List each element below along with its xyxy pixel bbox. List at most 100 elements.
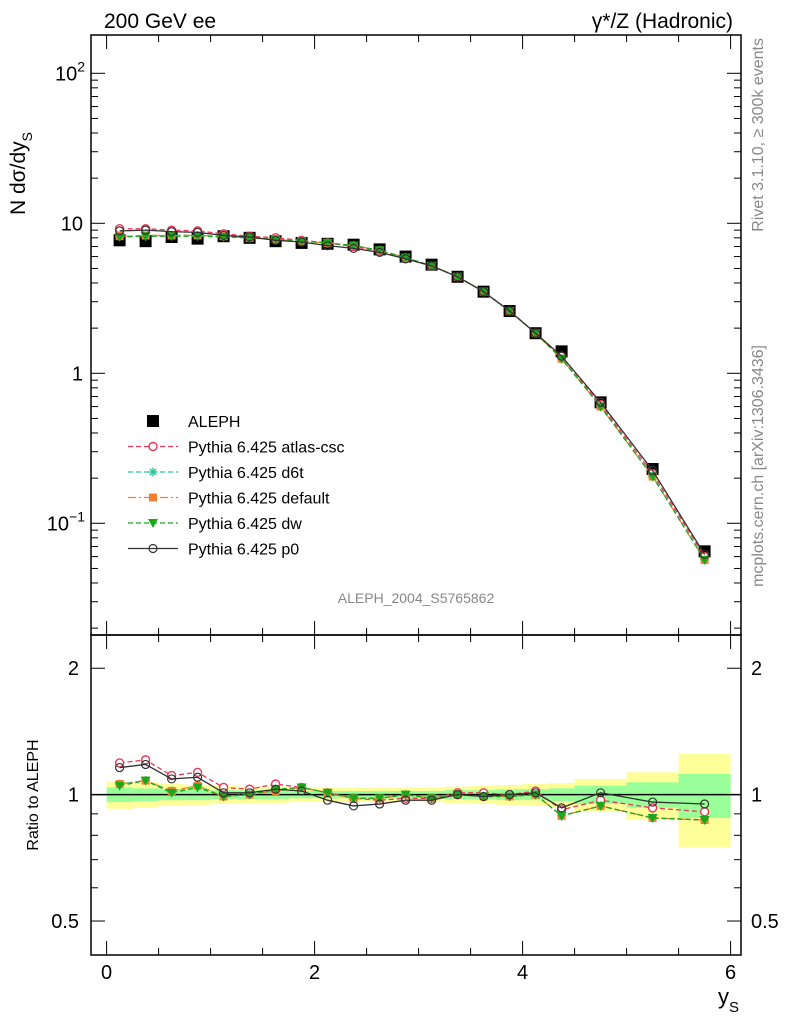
ratio-point-dw [166, 788, 177, 798]
ratio-point-p0 [193, 772, 203, 782]
ratio-x-tick-label: 2 [309, 962, 320, 984]
main-y-axis-subscript: S [19, 132, 35, 141]
ratio-y-tick-label: 2 [68, 658, 79, 680]
header-right-label: γ*/Z (Hadronic) [592, 10, 733, 33]
series-d6t [115, 230, 710, 565]
point-p0 [699, 549, 710, 560]
series-default [115, 231, 709, 564]
point-p0 [114, 226, 125, 236]
ratio-point-dw [699, 816, 710, 826]
legend: ALEPH Pythia 6.425 atlas-csc Pythia 6.425 … [128, 414, 345, 559]
main-y-axis-label: N dσ/dyS [7, 132, 35, 215]
ratio-point-dw [374, 794, 385, 804]
ratio-point-p0 [530, 788, 541, 798]
main-y-tick-exponent: −1 [69, 508, 85, 524]
point-p0 [453, 272, 463, 282]
analysis-watermark: ALEPH_2004_S5765862 [338, 590, 495, 606]
series-line-dw [119, 235, 706, 561]
x-axis-title: y [718, 984, 729, 1009]
point-dw [140, 232, 151, 242]
series-p0 [114, 225, 710, 560]
main-y-tick-label: 10−1 [47, 508, 85, 535]
legend-label-default: Pythia 6.425 default [188, 491, 330, 508]
ratio-point-p0 [505, 790, 515, 800]
ratio-point-p0 [699, 799, 710, 809]
point-p0 [323, 241, 333, 251]
point-p0 [401, 254, 411, 264]
series-dw [114, 232, 710, 565]
point-dw [244, 233, 255, 243]
point-p0 [479, 287, 489, 297]
series-data [113, 230, 711, 558]
point-p0 [505, 306, 515, 316]
ratio-point-p0 [401, 795, 411, 805]
ratio-y-tick-label: 0.5 [51, 911, 79, 933]
legend-marker-d6t-stroke [149, 468, 157, 476]
ratio-point-p0 [271, 784, 281, 794]
ratio-y-tick-label-right: 2 [751, 658, 762, 680]
point-dw [322, 238, 333, 248]
point-p0 [271, 235, 281, 245]
ratio-axis-ticks [91, 635, 741, 955]
point-p0 [141, 225, 151, 235]
ratio-y-tick-label: 1 [68, 785, 79, 807]
point-p0 [595, 397, 606, 407]
legend-label-d6t: Pythia 6.425 d6t [188, 465, 304, 482]
point-dw [556, 354, 567, 364]
main-y-tick-label: 102 [55, 58, 85, 85]
main-y-tick-base: 10 [47, 513, 69, 535]
ratio-series-p0 [114, 759, 710, 813]
ratio-point-p0 [349, 801, 359, 811]
ratio-y-axis-label: Ratio to ALEPH [25, 739, 42, 850]
ratio-point-p0 [595, 788, 606, 798]
point-p0 [375, 247, 385, 257]
legend-item-d6t: Pythia 6.425 d6t [128, 465, 304, 482]
ratio-point-dw [348, 794, 359, 804]
ratio-point-p0 [297, 786, 307, 796]
main-series-group [113, 224, 711, 565]
legend-marker-dw [148, 519, 158, 528]
ratio-point-p0 [167, 774, 177, 784]
ratio-point-dw [400, 790, 411, 800]
ratio-point-p0 [453, 790, 463, 800]
point-p0 [556, 351, 567, 361]
ratio-point-dw [595, 801, 606, 811]
series-line-d6t [119, 234, 706, 561]
x-axis-subscript: S [729, 999, 739, 1016]
series-line-p0 [119, 229, 706, 555]
ratio-point-dw [140, 776, 151, 786]
ratio-panel: 2 2 1 1 0.5 0.5 0 2 4 6 Ratio to ALEPH yS [25, 634, 779, 1016]
x-axis-label: yS [718, 984, 739, 1016]
point-p0 [219, 230, 229, 241]
ratio-point-p0 [323, 795, 333, 805]
ratio-point-dw [556, 811, 567, 821]
main-y-axis-title: N dσ/dy [7, 141, 30, 215]
ratio-point-dw [114, 781, 125, 791]
point-dw [348, 241, 359, 251]
ratio-line-p0 [119, 763, 705, 809]
ratio-point-dw [296, 783, 307, 793]
ratio-x-tick-label: 6 [725, 962, 736, 984]
ratio-x-tick-label: 4 [517, 962, 528, 984]
legend-label-p0: Pythia 6.425 p0 [188, 542, 299, 559]
point-p0 [530, 328, 541, 338]
legend-label-dw: Pythia 6.425 dw [188, 516, 302, 533]
rivet-version-label: Rivet 3.1.10, ≥ 300k events [750, 38, 767, 232]
ratio-point-p0 [245, 788, 255, 798]
legend-item-default: Pythia 6.425 default [128, 491, 330, 508]
point-p0 [167, 227, 177, 237]
legend-item-dw: Pythia 6.425 dw [128, 516, 302, 533]
point-p0 [193, 227, 203, 237]
ratio-point-dw [322, 788, 333, 798]
ratio-point-p0 [556, 803, 567, 813]
main-y-tick-base: 10 [55, 63, 77, 85]
ratio-tick-labels: 2 2 1 1 0.5 0.5 0 2 4 6 [51, 658, 779, 984]
legend-label-data: ALEPH [188, 414, 240, 431]
series-atlas_csc [114, 224, 710, 562]
ratio-point-p0 [375, 799, 385, 809]
main-y-tick-label: 1 [72, 363, 83, 385]
ratio-series-group [114, 755, 710, 826]
